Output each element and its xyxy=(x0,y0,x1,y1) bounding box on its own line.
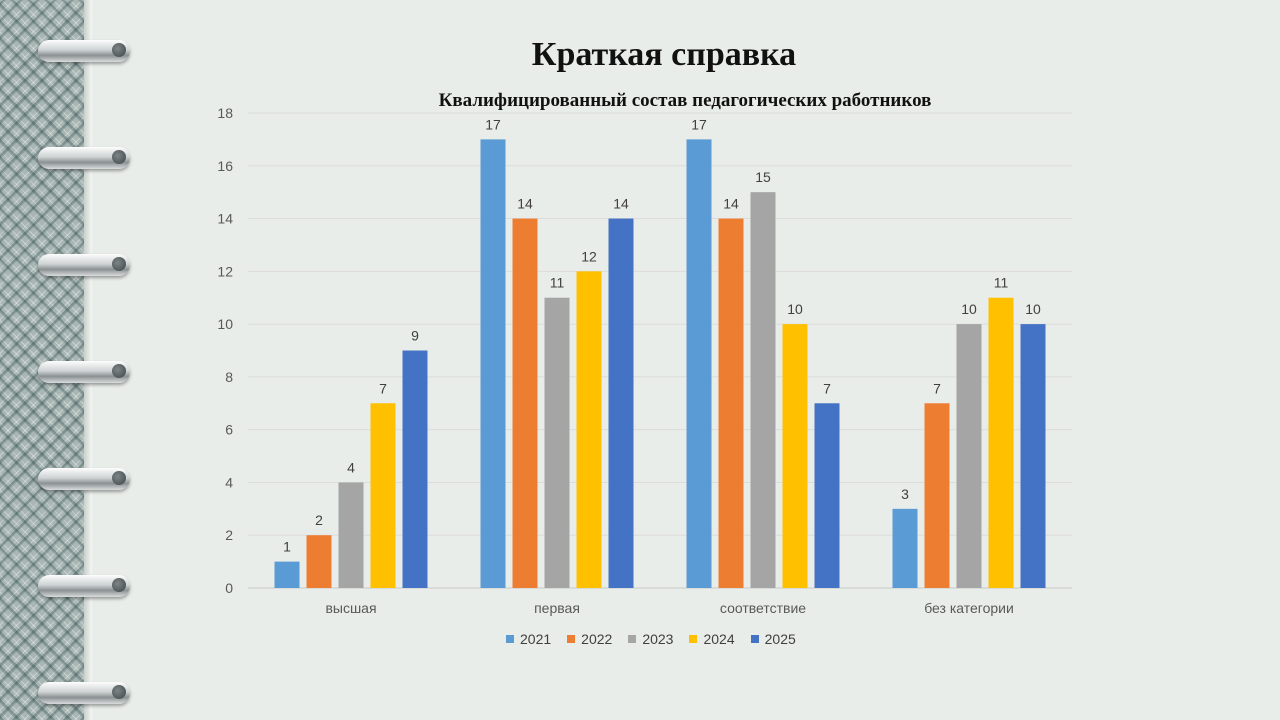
legend-item: 2024 xyxy=(689,630,735,648)
binder-ring-icon xyxy=(38,254,130,276)
bar xyxy=(576,271,602,588)
data-label: 10 xyxy=(1025,301,1041,317)
legend-swatch xyxy=(506,635,514,643)
bar xyxy=(750,192,776,588)
data-label: 10 xyxy=(961,301,977,317)
bar xyxy=(924,403,950,588)
binder-ring-icon xyxy=(38,682,130,704)
bar xyxy=(338,482,364,588)
legend-item: 2022 xyxy=(567,630,612,648)
bar xyxy=(274,561,300,588)
y-tick-label: 10 xyxy=(217,316,233,332)
bar xyxy=(480,139,506,588)
bar xyxy=(956,324,982,588)
y-tick-label: 12 xyxy=(217,263,233,279)
data-label: 7 xyxy=(379,380,387,396)
data-label: 2 xyxy=(315,512,323,528)
data-label: 7 xyxy=(933,380,941,396)
data-label: 17 xyxy=(691,116,707,132)
data-label: 15 xyxy=(755,169,771,185)
y-tick-label: 18 xyxy=(217,105,233,121)
x-tick-label: соответствие xyxy=(720,600,806,616)
chart-legend: 2021 2022 2023 2024 2025 xyxy=(506,630,796,648)
slide-title: Краткая справка xyxy=(531,36,797,73)
legend-label: 2023 xyxy=(642,631,674,647)
binder-ring-icon xyxy=(38,361,130,383)
legend-item: 2021 xyxy=(506,630,551,648)
data-label: 11 xyxy=(994,275,1009,291)
bar xyxy=(608,218,634,589)
bar xyxy=(686,139,712,588)
binder-ring-icon xyxy=(38,40,130,62)
legend-label: 2025 xyxy=(764,631,796,647)
legend-swatch xyxy=(628,635,637,643)
legend-item: 2025 xyxy=(750,630,796,648)
legend-swatch xyxy=(689,635,698,643)
y-tick-label: 2 xyxy=(225,527,233,543)
bar xyxy=(782,324,808,588)
data-label: 4 xyxy=(347,459,355,475)
decorative-page-edge xyxy=(84,0,92,720)
bar xyxy=(544,297,570,588)
y-tick-label: 16 xyxy=(217,158,233,174)
legend-swatch xyxy=(750,635,759,643)
bar xyxy=(718,218,744,589)
binder-ring-icon xyxy=(38,575,130,597)
bar xyxy=(306,535,332,588)
data-label: 7 xyxy=(823,380,831,396)
bar xyxy=(892,508,918,588)
bar xyxy=(402,350,428,588)
y-tick-label: 14 xyxy=(217,211,233,227)
data-label: 14 xyxy=(723,196,739,212)
y-tick-label: 8 xyxy=(225,369,233,385)
data-label: 10 xyxy=(787,301,803,317)
binder-ring-icon xyxy=(38,468,130,490)
data-label: 17 xyxy=(485,116,501,132)
data-label: 12 xyxy=(581,248,597,264)
legend-label: 2024 xyxy=(703,631,735,647)
x-tick-label: без категории xyxy=(924,600,1014,616)
chart-subtitle: Квалифицированный состав педагогических … xyxy=(438,90,932,111)
decorative-plaid-strip xyxy=(0,0,84,720)
data-label: 11 xyxy=(550,275,565,291)
y-tick-label: 0 xyxy=(225,580,233,596)
bar xyxy=(988,297,1014,588)
data-label: 9 xyxy=(411,328,419,344)
y-tick-label: 6 xyxy=(225,422,233,438)
legend-label: 2022 xyxy=(581,631,613,647)
x-tick-label: первая xyxy=(534,600,580,616)
bar xyxy=(512,218,538,589)
legend-label: 2021 xyxy=(520,631,552,647)
data-label: 14 xyxy=(517,196,533,212)
binder-ring-icon xyxy=(38,147,130,169)
data-label: 3 xyxy=(901,486,909,502)
bar xyxy=(370,403,396,588)
data-label: 1 xyxy=(283,539,291,555)
bar xyxy=(1020,324,1046,588)
legend-item: 2023 xyxy=(628,630,673,648)
legend-swatch xyxy=(567,635,576,643)
bar xyxy=(814,403,840,588)
y-tick-label: 4 xyxy=(225,474,233,490)
x-tick-label: высшая xyxy=(325,600,376,616)
data-label: 14 xyxy=(613,196,629,212)
